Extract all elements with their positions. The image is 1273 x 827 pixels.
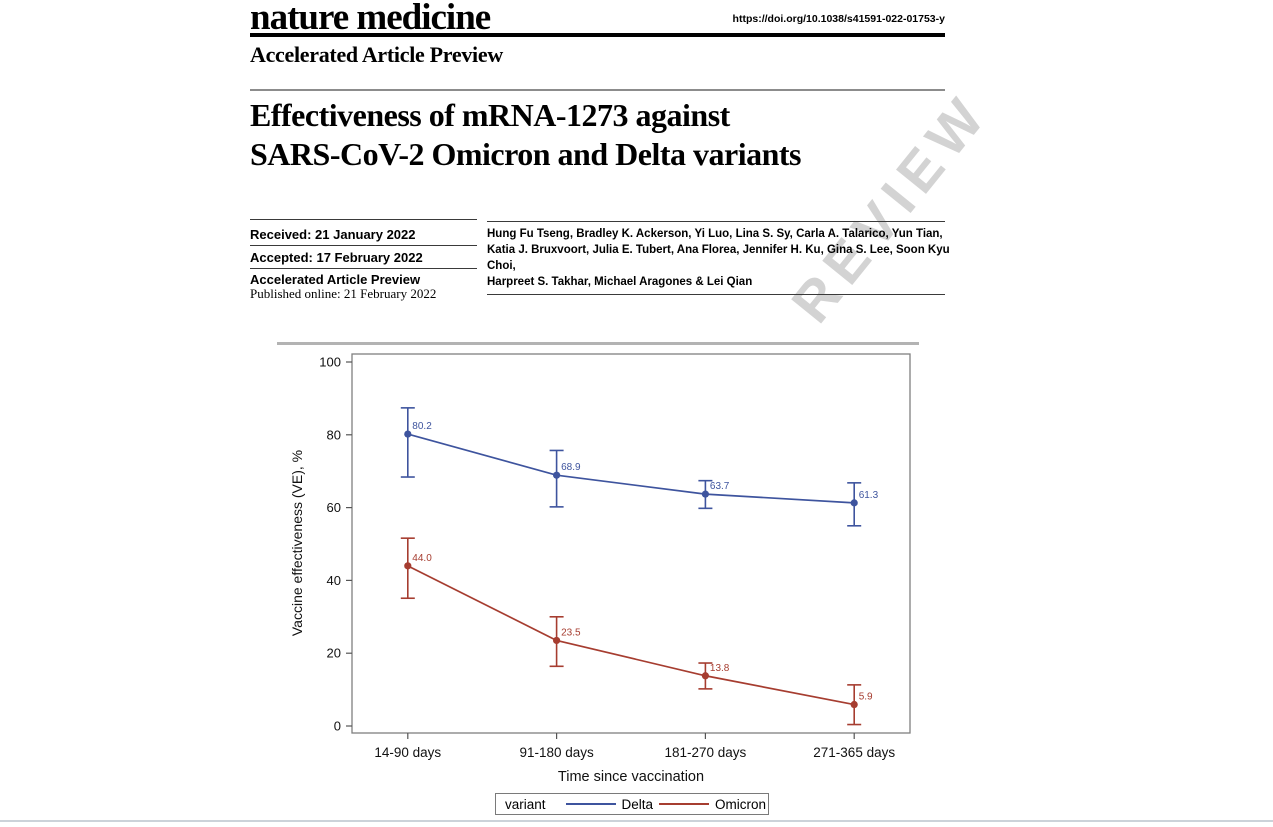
published-online-date: Published online: 21 February 2022 — [250, 286, 437, 301]
omicron-data-label: 5.9 — [859, 692, 873, 703]
accepted-date: Accepted: 17 February 2022 — [250, 250, 423, 265]
delta-data-label: 63.7 — [710, 481, 730, 492]
legend-label-omicron: Omicron — [715, 796, 767, 812]
omicron-line — [407, 565, 855, 706]
delta-data-point — [404, 430, 412, 438]
header-rule — [250, 33, 945, 37]
received-date: Received: 21 January 2022 — [250, 227, 416, 242]
figure-top-rule — [277, 342, 919, 345]
delta-data-point — [850, 499, 858, 507]
y-axis-title: Vaccine effectiveness (VE), % — [289, 450, 305, 636]
omicron-data-label: 13.8 — [710, 663, 730, 674]
x-tick-label: 14-90 days — [374, 745, 441, 760]
x-tick-label: 271-365 days — [813, 745, 895, 760]
legend-title: variant — [505, 796, 546, 812]
delta-line — [407, 433, 855, 504]
delta-data-label: 61.3 — [859, 490, 879, 501]
preview-type-label: Accelerated Article Preview — [250, 272, 421, 287]
delta-data-point — [553, 471, 561, 479]
y-tick-label: 60 — [327, 500, 341, 515]
y-tick-label: 0 — [334, 719, 341, 734]
author-list-line2: Katia J. Bruxvoort, Julia E. Tubert, Ana… — [487, 244, 950, 272]
chart-legend: variant Delta Omicron — [495, 793, 769, 815]
doi-link[interactable]: https://doi.org/10.1038/s41591-022-01753… — [732, 13, 945, 25]
y-tick-label: 80 — [327, 427, 341, 442]
y-tick-label: 100 — [319, 355, 341, 370]
article-title: Effectiveness of mRNA-1273 against SARS-… — [250, 96, 950, 174]
authors-rule-top — [487, 221, 945, 222]
authors-rule-bottom — [487, 294, 945, 295]
omicron-line-swatch — [659, 803, 710, 805]
omicron-data-label: 23.5 — [561, 627, 581, 638]
omicron-data-label: 44.0 — [412, 553, 432, 564]
vaccine-effectiveness-chart: 0 20 40 60 80 100 14-90 days 91-180 days 181-270… — [289, 353, 911, 785]
meta-rule-accepted — [250, 268, 477, 269]
plot-area-border — [351, 353, 911, 734]
x-tick-label: 91-180 days — [519, 745, 594, 760]
omicron-data-point — [850, 700, 858, 709]
delta-data-label: 68.9 — [561, 462, 581, 473]
section-heading: Accelerated Article Preview — [250, 42, 503, 67]
legend-label-delta: Delta — [621, 796, 654, 812]
omicron-data-point — [701, 672, 710, 680]
y-tick-label: 20 — [327, 646, 341, 661]
omicron-data-point — [553, 636, 561, 645]
author-list-line1: Hung Fu Tseng, Bradley K. Ackerson, Yi L… — [487, 228, 943, 240]
author-list: Hung Fu Tseng, Bradley K. Ackerson, Yi L… — [487, 226, 957, 290]
page-bottom-divider — [0, 820, 1273, 822]
article-title-line1: Effectiveness of mRNA-1273 against — [250, 97, 730, 133]
delta-line-swatch — [565, 803, 616, 805]
omicron-data-point — [404, 562, 412, 570]
x-tick-label: 181-270 days — [664, 745, 746, 760]
x-axis-title: Time since vaccination — [558, 769, 704, 785]
meta-rule-top — [250, 219, 477, 220]
delta-data-label: 80.2 — [412, 421, 432, 432]
article-title-line2: SARS-CoV-2 Omicron and Delta variants — [250, 136, 801, 172]
title-top-rule — [250, 89, 945, 91]
delta-data-point — [701, 490, 710, 498]
meta-rule-received — [250, 245, 477, 246]
y-tick-label: 40 — [327, 573, 341, 588]
journal-logo: nature medicine — [250, 0, 491, 38]
author-list-line3: Harpreet S. Takhar, Michael Aragones & L… — [487, 276, 753, 288]
